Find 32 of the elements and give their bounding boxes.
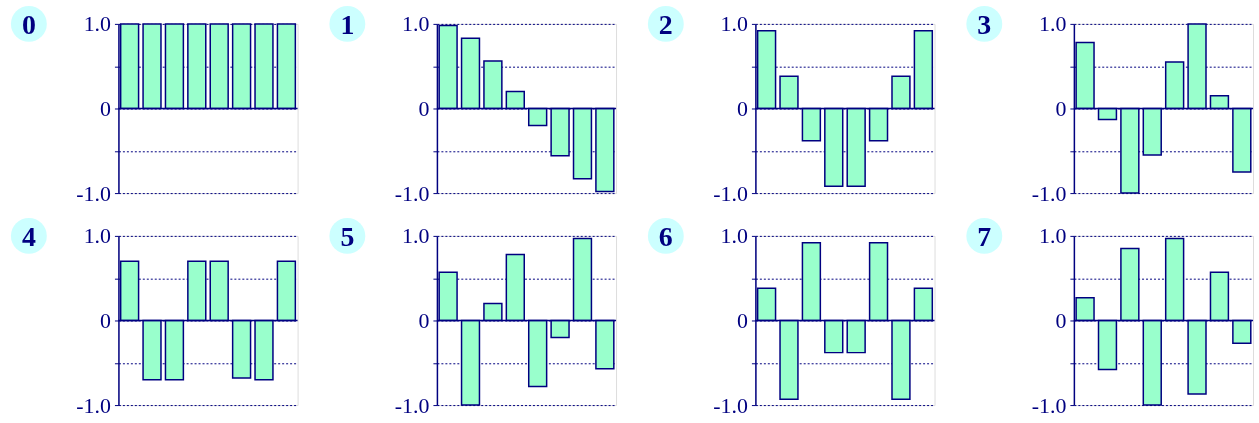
chart-title: 2 bbox=[658, 8, 673, 40]
y-tick-label: 1.0 bbox=[720, 11, 748, 37]
chart-title: 1 bbox=[340, 8, 355, 40]
chart-title: 5 bbox=[340, 220, 355, 252]
y-tick-label: 1.0 bbox=[1039, 11, 1067, 37]
y-tick-label: -1.0 bbox=[394, 392, 430, 418]
y-tick-label: 0 bbox=[737, 307, 748, 333]
y-tick-label: -1.0 bbox=[76, 180, 112, 206]
y-tick-label: 0 bbox=[418, 95, 430, 121]
y-tick-label: 1.0 bbox=[83, 11, 112, 37]
y-tick-label: -1.0 bbox=[394, 180, 430, 206]
chart-title: 0 bbox=[21, 8, 36, 40]
y-tick-label: 0 bbox=[100, 95, 112, 121]
y-tick-label: 1.0 bbox=[83, 223, 112, 249]
y-tick-label: -1.0 bbox=[76, 392, 112, 418]
y-tick-label: -1.0 bbox=[713, 392, 748, 418]
y-tick-label: 0 bbox=[737, 95, 748, 121]
chart-title: 6 bbox=[658, 220, 673, 252]
y-tick-label: 0 bbox=[418, 307, 430, 333]
y-tick-label: 1.0 bbox=[1039, 223, 1067, 249]
chart-title: 7 bbox=[977, 220, 992, 252]
y-tick-label: 1.0 bbox=[402, 223, 430, 249]
y-tick-label: 0 bbox=[1055, 307, 1067, 333]
y-tick-label: -1.0 bbox=[1031, 180, 1067, 206]
y-tick-label: 0 bbox=[100, 307, 112, 333]
y-tick-label: 1.0 bbox=[720, 223, 748, 249]
y-tick-label: 1.0 bbox=[402, 11, 430, 37]
y-tick-label: 0 bbox=[1055, 95, 1067, 121]
chart-title: 4 bbox=[21, 220, 36, 252]
y-tick-label: -1.0 bbox=[713, 180, 748, 206]
chart-title: 3 bbox=[977, 8, 992, 40]
y-tick-label: -1.0 bbox=[1031, 392, 1067, 418]
